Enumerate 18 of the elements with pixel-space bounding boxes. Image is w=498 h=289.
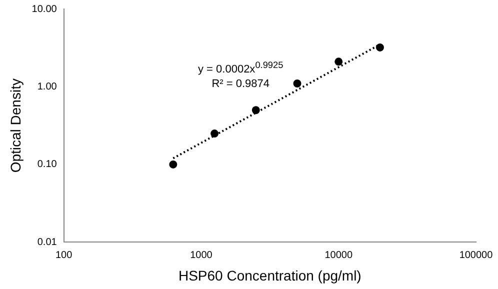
point	[210, 130, 219, 138]
y-tick-label: 0.01	[37, 236, 58, 248]
point	[334, 58, 343, 66]
y-tick-label: 10.00	[32, 4, 58, 15]
x-axis-title: HSP60 Concentration (pg/ml)	[178, 267, 362, 284]
point	[376, 43, 384, 52]
point	[252, 106, 260, 114]
y-tick-label: 1.00	[37, 81, 58, 92]
point	[169, 160, 178, 168]
x-tick-label: 100	[55, 250, 73, 261]
x-tick-label: 1000	[190, 250, 213, 261]
point	[293, 80, 302, 88]
annotation: y = 0.0002x$^{0.9925}$	[198, 59, 284, 77]
x-tick-label: 100000	[459, 250, 494, 261]
y-axis-title: Optical Density	[7, 78, 24, 173]
y-tick-label: 0.10	[37, 159, 58, 170]
annotation: R² = 0.9874	[210, 76, 270, 91]
x-tick-label: 10000	[324, 250, 353, 261]
